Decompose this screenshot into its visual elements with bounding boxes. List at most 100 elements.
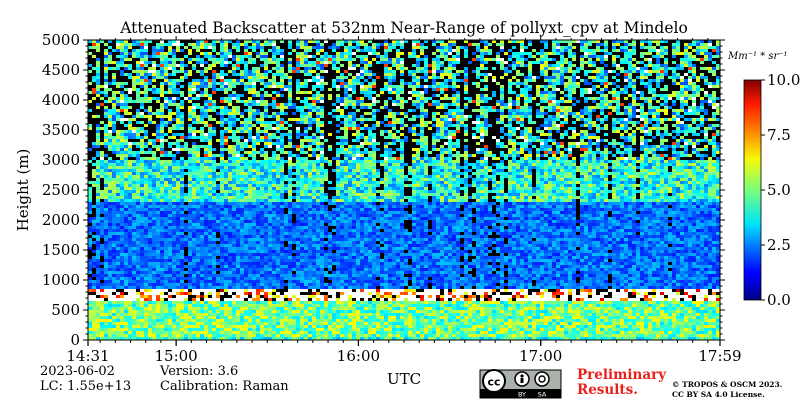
heatmap-cell xyxy=(224,136,228,139)
heatmap-cell xyxy=(104,136,108,139)
heatmap-cell xyxy=(188,304,192,307)
heatmap-cell xyxy=(236,190,240,193)
heatmap-cell xyxy=(260,178,264,181)
heatmap-cell xyxy=(168,136,172,139)
heatmap-cell xyxy=(196,64,200,67)
heatmap-cell xyxy=(200,229,204,232)
heatmap-cell xyxy=(116,292,120,295)
heatmap-cell xyxy=(228,226,232,229)
heatmap-cell xyxy=(256,283,260,286)
heatmap-cell xyxy=(236,169,240,172)
heatmap-cell xyxy=(260,259,264,262)
heatmap-cell xyxy=(240,283,244,286)
heatmap-cell xyxy=(96,157,100,160)
heatmap-cell xyxy=(260,199,264,202)
heatmap-cell xyxy=(188,76,192,79)
heatmap-cell xyxy=(248,40,252,43)
heatmap-cell xyxy=(92,64,96,67)
heatmap-cell xyxy=(148,148,152,151)
heatmap-cell xyxy=(160,295,164,298)
heatmap-cell xyxy=(104,205,108,208)
heatmap-cell xyxy=(284,244,288,247)
heatmap-cell xyxy=(176,283,180,286)
heatmap-cell xyxy=(220,301,224,304)
heatmap-cell xyxy=(148,58,152,61)
heatmap-cell xyxy=(132,67,136,70)
heatmap-cell xyxy=(140,118,144,121)
heatmap-cell xyxy=(116,184,120,187)
heatmap-cell xyxy=(120,61,124,64)
heatmap-cell xyxy=(160,163,164,166)
heatmap-cell xyxy=(88,40,92,43)
heatmap-cell xyxy=(156,109,160,112)
heatmap-cell xyxy=(196,274,200,277)
heatmap-cell xyxy=(164,217,168,220)
heatmap-cell xyxy=(172,316,176,319)
heatmap-cell xyxy=(248,115,252,118)
heatmap-cell xyxy=(276,325,280,328)
heatmap-cell xyxy=(136,58,140,61)
heatmap-cell xyxy=(116,187,120,190)
heatmap-cell xyxy=(152,97,156,100)
heatmap-cell xyxy=(192,67,196,70)
heatmap-cell xyxy=(160,40,164,43)
heatmap-cell xyxy=(140,73,144,76)
heatmap-cell xyxy=(120,259,124,262)
heatmap-cell xyxy=(256,157,260,160)
heatmap-cell xyxy=(152,49,156,52)
heatmap-cell xyxy=(176,268,180,271)
heatmap-cell xyxy=(192,121,196,124)
heatmap-cell xyxy=(88,253,92,256)
heatmap-cell xyxy=(124,91,128,94)
heatmap-cell xyxy=(168,196,172,199)
heatmap-cell xyxy=(188,106,192,109)
heatmap-cell xyxy=(220,283,224,286)
heatmap-cell xyxy=(136,115,140,118)
heatmap-cell xyxy=(264,82,268,85)
heatmap-cell xyxy=(260,151,264,154)
heatmap-cell xyxy=(228,40,232,43)
heatmap-cell xyxy=(208,85,212,88)
heatmap-cell xyxy=(172,85,176,88)
heatmap-cell xyxy=(148,70,152,73)
heatmap-cell xyxy=(116,88,120,91)
heatmap-cell xyxy=(216,202,220,205)
heatmap-cell xyxy=(216,43,220,46)
heatmap-cell xyxy=(284,298,288,301)
heatmap-cell xyxy=(156,259,160,262)
heatmap-cell xyxy=(164,82,168,85)
heatmap-cell xyxy=(124,106,128,109)
heatmap-cell xyxy=(92,286,96,289)
heatmap-cell xyxy=(224,115,228,118)
heatmap-cell xyxy=(128,136,132,139)
heatmap-cell xyxy=(220,289,224,292)
heatmap-cell xyxy=(136,94,140,97)
heatmap-cell xyxy=(228,244,232,247)
heatmap-cell xyxy=(140,322,144,325)
heatmap-cell xyxy=(212,196,216,199)
heatmap-cell xyxy=(96,181,100,184)
heatmap-cell xyxy=(232,193,236,196)
heatmap-cell xyxy=(196,307,200,310)
heatmap-cell xyxy=(120,286,124,289)
heatmap-cell xyxy=(240,163,244,166)
heatmap-cell xyxy=(240,286,244,289)
heatmap-cell xyxy=(284,259,288,262)
heatmap-cell xyxy=(92,133,96,136)
heatmap-cell xyxy=(268,247,272,250)
heatmap-cell xyxy=(136,43,140,46)
heatmap-cell xyxy=(284,130,288,133)
heatmap-cell xyxy=(224,283,228,286)
heatmap-cell xyxy=(224,76,228,79)
heatmap-cell xyxy=(260,88,264,91)
heatmap-cell xyxy=(252,271,256,274)
heatmap-cell xyxy=(200,253,204,256)
heatmap-cell xyxy=(256,49,260,52)
heatmap-cell xyxy=(276,103,280,106)
heatmap-cell xyxy=(124,289,128,292)
heatmap-cell xyxy=(148,232,152,235)
heatmap-cell xyxy=(128,286,132,289)
heatmap-cell xyxy=(160,271,164,274)
heatmap-cell xyxy=(172,253,176,256)
heatmap-cell xyxy=(140,52,144,55)
